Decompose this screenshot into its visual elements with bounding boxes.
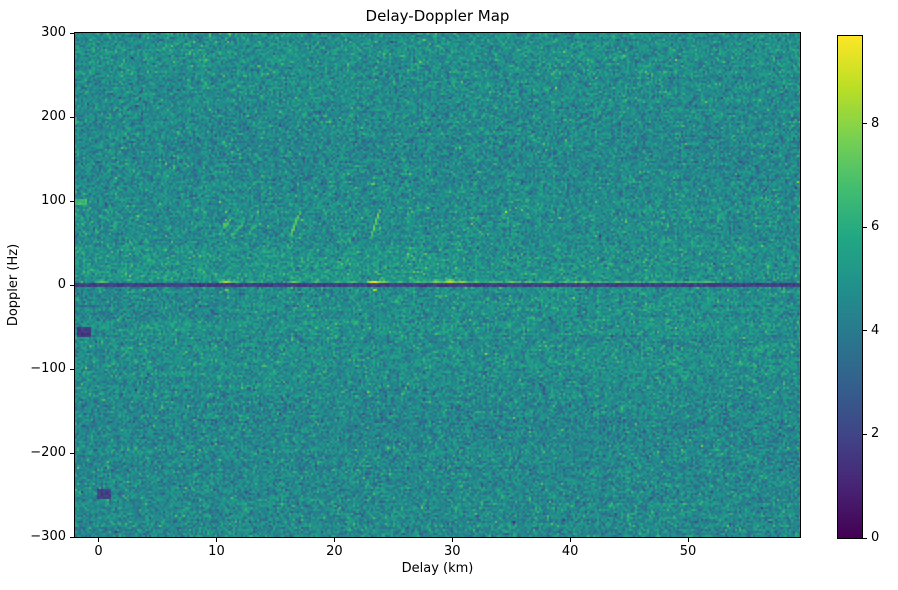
x-axis-label: Delay (km): [401, 561, 474, 576]
colorbar-tick-label: 6: [871, 219, 880, 235]
y-tick-mark: [70, 116, 74, 118]
y-tick-mark: [70, 536, 74, 538]
x-tick-label: 10: [208, 544, 225, 559]
y-tick-label: 300: [41, 25, 66, 40]
y-tick-label: 100: [41, 193, 66, 208]
y-tick-mark: [70, 32, 74, 34]
colorbar-tick-mark: [863, 330, 867, 332]
y-tick-mark: [70, 284, 74, 286]
y-tick-label: 0: [57, 277, 66, 292]
x-tick-mark: [451, 538, 453, 542]
y-tick-label: −300: [30, 529, 66, 544]
x-tick-mark: [333, 538, 335, 542]
colorbar-tick-label: 0: [871, 530, 880, 545]
y-tick-label: 200: [41, 109, 66, 124]
x-tick-mark: [687, 538, 689, 542]
colorbar-tick-mark: [863, 123, 867, 125]
x-tick-label: 20: [326, 544, 343, 559]
colorbar-tick-label: 8: [871, 115, 880, 131]
heatmap-image: [75, 33, 800, 537]
colorbar-gradient: [838, 36, 862, 538]
colorbar-tick-label: 4: [871, 322, 880, 338]
plot-frame: [74, 32, 801, 538]
x-tick-mark: [98, 538, 100, 542]
y-axis-label: Doppler (Hz): [6, 243, 21, 327]
colorbar-tick-mark: [863, 537, 867, 539]
y-tick-mark: [70, 452, 74, 454]
colorbar-frame: [837, 35, 863, 539]
x-tick-label: 40: [561, 544, 579, 559]
colorbar-tick-mark: [863, 226, 867, 228]
colorbar-tick-label: 2: [871, 426, 880, 442]
x-tick-label: 30: [443, 544, 461, 559]
y-tick-mark: [70, 368, 74, 370]
colorbar-tick-mark: [863, 433, 867, 435]
x-tick-mark: [215, 538, 217, 542]
y-tick-mark: [70, 200, 74, 202]
x-tick-label: 0: [94, 544, 103, 559]
x-tick-label: 50: [679, 544, 697, 559]
x-tick-mark: [569, 538, 571, 542]
y-tick-label: −200: [30, 445, 66, 460]
y-tick-label: −100: [30, 361, 66, 376]
chart-title: Delay-Doppler Map: [365, 7, 510, 25]
